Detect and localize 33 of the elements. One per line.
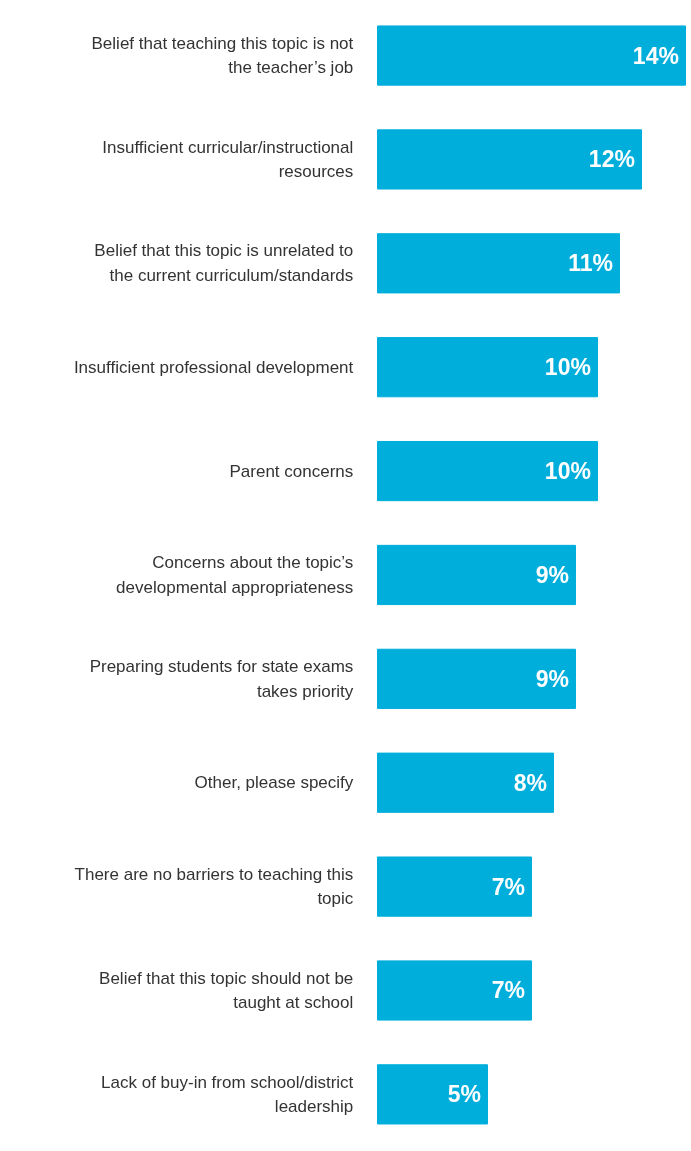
data-label: 14% [632,42,679,69]
bar [377,960,532,1021]
y-tick-label: Preparing students for state exams takes priority [89,656,354,701]
data-label: 9% [535,665,569,692]
bar [377,1064,488,1125]
data-label: 7% [491,873,525,900]
y-tick-label: Lack of buy-in from school/district leadership [101,1072,354,1117]
data-label: 11% [568,250,613,277]
data-label: 9% [535,561,569,588]
bar [377,25,686,86]
y-tick-label: Belief that this topic is unrelated to the current curriculum/standards [94,241,354,286]
bar [377,233,620,294]
bar [377,129,642,190]
y-tick-label: Other, please specify [194,773,354,793]
data-label: 10% [544,354,591,381]
y-tick-label: Belief that this topic should not be taught at school [99,968,354,1013]
data-label: 7% [491,977,525,1004]
y-tick-label: There are no barriers to teaching this topic [74,864,354,909]
bar [377,856,532,917]
bar [377,648,576,709]
data-label: 8% [513,769,547,796]
bar [377,752,554,813]
data-label: 5% [447,1081,481,1108]
bar [377,544,576,606]
data-label: 12% [588,146,635,173]
y-tick-label: Belief that teaching this topic is not the teacher’s job [91,33,354,78]
y-tick-label: Parent concerns [229,461,354,481]
y-tick-label: Concerns about the topic’s developmental appropriateness [116,553,354,597]
y-tick-label: Insufficient professional development [73,357,354,377]
y-tick-label: Insufficient curricular/instructional resources [102,137,354,182]
bar [377,337,598,398]
bar [377,440,598,502]
data-label: 10% [544,458,591,485]
